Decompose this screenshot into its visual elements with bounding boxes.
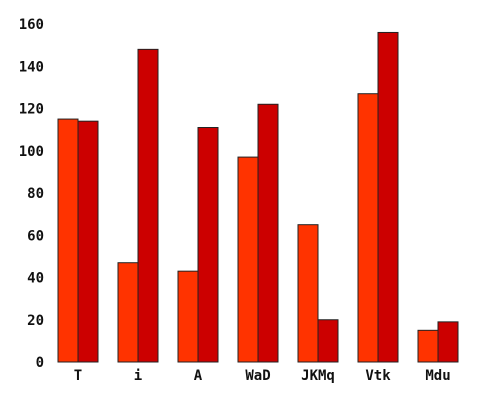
bar-series-2-jkmq [317,319,339,363]
y-tick-label: 100 [19,144,44,160]
bar-series-1-vtk [357,93,379,363]
y-tick-label: 120 [19,102,44,118]
x-tick-label: Vtk [365,368,391,384]
x-tick-label: A [194,368,203,384]
bar-series-2-t [77,120,99,363]
x-tick-label: Mdu [425,368,450,384]
y-axis: 0 20 40 60 80 100 120 140 160 [19,17,44,371]
bar-series-2-vtk [377,31,399,363]
x-tick-label: i [134,368,142,384]
bar-series-group [57,31,459,363]
bar-series-1-wad [237,156,259,363]
bar-series-1-a [177,270,199,363]
y-tick-label: 60 [27,228,44,244]
bar-series-2-mdu [437,321,459,363]
x-tick-label: T [74,368,82,384]
y-tick-label: 0 [36,355,44,371]
bar-series-1-i [117,262,139,363]
y-tick-label: 40 [27,271,44,287]
bar-series-1-jkmq [297,224,319,363]
x-tick-label: JKMq [301,368,335,384]
y-tick-label: 140 [19,59,44,75]
bar-series-1-mdu [417,329,439,363]
bar-series-2-a [197,127,219,363]
y-tick-label: 160 [19,17,44,33]
x-tick-label: WaD [245,368,270,384]
bar-series-1-t [57,118,79,363]
bar-series-2-wad [257,103,279,363]
y-tick-label: 20 [27,313,44,329]
bar-series-2-i [137,48,159,363]
y-tick-label: 80 [27,186,44,202]
